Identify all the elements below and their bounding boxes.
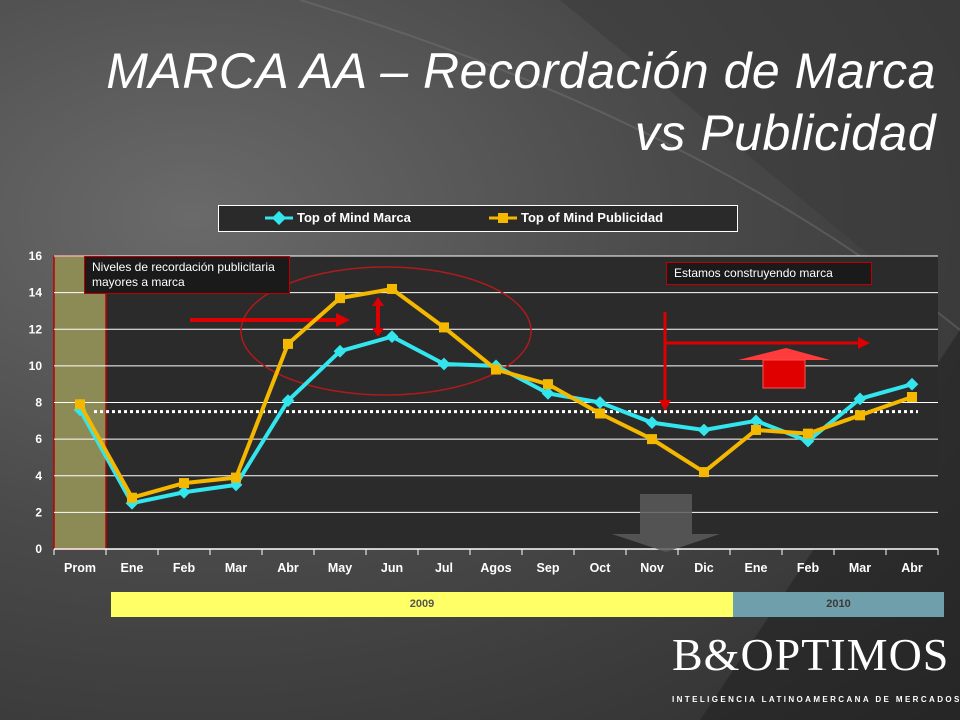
legend-marca-swatch: [265, 211, 293, 225]
title-line-1: MARCA AA – Recordación de Marca: [106, 43, 936, 99]
grid-layer: [53, 255, 939, 555]
y-tick-label: 12: [29, 322, 43, 336]
grey-down-arrow-body: [640, 494, 692, 534]
up-block-arrow-body: [762, 359, 806, 389]
x-tick-label: May: [328, 561, 352, 575]
x-tick-label: Nov: [640, 561, 664, 575]
publicidad-point: [75, 399, 85, 410]
x-tick-label: Mar: [849, 561, 871, 575]
annotation-layer: [94, 266, 918, 552]
series-layer: [73, 283, 919, 510]
publicidad-point: [647, 434, 657, 445]
x-tick-label: Prom: [64, 561, 96, 575]
marca-point: [281, 394, 295, 408]
arrow-vertical-head-down: [372, 328, 384, 337]
marca-point: [437, 357, 451, 371]
arrow-right-2-head: [858, 337, 870, 349]
publicidad-point: [907, 392, 917, 403]
x-tick-label: Oct: [590, 561, 612, 575]
y-tick-label: 10: [29, 359, 43, 373]
marca-point: [333, 344, 347, 358]
marca-point: [385, 330, 399, 343]
publicidad-point: [855, 410, 865, 421]
x-tick-label: Mar: [225, 561, 247, 575]
x-tick-label: Ene: [121, 561, 144, 575]
up-block-arrow-head: [738, 348, 830, 360]
title-line-2: vs Publicidad: [634, 105, 936, 161]
y-tick-label: 0: [35, 542, 42, 556]
x-tick-label: Feb: [797, 561, 820, 575]
y-tick-label: 2: [35, 505, 42, 519]
x-tick-label: Abr: [901, 561, 923, 575]
note-right: Estamos construyendo marca: [666, 262, 872, 285]
arrow-right-1-head: [336, 313, 350, 327]
arrow-down-head: [659, 400, 671, 411]
x-tick-label: Jul: [435, 561, 453, 575]
publicidad-point: [231, 472, 241, 483]
legend-publicidad-label: Top of Mind Publicidad: [521, 210, 664, 225]
x-tick-label: Dic: [694, 561, 714, 575]
arrow-vertical-head-up: [372, 297, 384, 306]
y-tick-label: 4: [35, 469, 42, 483]
publicidad-point: [127, 492, 137, 503]
publicidad-point: [699, 467, 709, 478]
legend-publicidad-swatch: [489, 213, 517, 223]
publicidad-point: [595, 408, 605, 419]
chart-legend: Top of Mind Marca Top of Mind Publicidad: [218, 205, 738, 232]
publicidad-point: [751, 424, 761, 435]
x-tick-label: Ene: [745, 561, 768, 575]
logo-tagline: INTELIGENCIA LATINOAMERCANA DE MERCADOS: [672, 695, 960, 704]
legend-marca-label: Top of Mind Marca: [297, 210, 411, 225]
x-tick-label: Feb: [173, 561, 196, 575]
x-tick-label: Jun: [381, 561, 403, 575]
publicidad-point: [283, 338, 293, 349]
logo-wordmark: B&OPTIMOS: [672, 629, 950, 680]
publicidad-point: [543, 379, 553, 390]
y-tick-label: 16: [29, 249, 43, 263]
logo: B&OPTIMOS INTELIGENCIA LATINOAMERCANA DE…: [672, 628, 959, 712]
publicidad-point: [335, 293, 345, 304]
x-tick-label: Abr: [277, 561, 299, 575]
x-tick-label: Agos: [480, 561, 511, 575]
marca-point: [177, 485, 191, 499]
publicidad-point: [387, 283, 397, 294]
page-title: MARCA AA – Recordación de Marca vs Publi…: [36, 40, 936, 164]
highlight-ellipse: [240, 266, 532, 396]
y-tick-label: 14: [29, 286, 43, 300]
publicidad-point: [803, 428, 813, 439]
y-tick-label: 8: [35, 396, 42, 410]
publicidad-point: [491, 364, 501, 375]
grey-down-arrow-head: [612, 534, 720, 552]
axis-layer: 0 2 4 6 8 10 12 14 16 Prom Ene Feb Mar Abr May Jun Jul Ag…: [29, 249, 923, 575]
year-2010-bar: 2010: [733, 592, 944, 617]
publicidad-point: [439, 322, 449, 333]
note-left: Niveles de recordación publicitaria mayo…: [84, 256, 290, 294]
x-tick-label: Sep: [537, 561, 560, 575]
y-tick-label: 6: [35, 432, 42, 446]
publicidad-point: [179, 478, 189, 489]
year-2009-bar: 2009: [111, 592, 733, 617]
